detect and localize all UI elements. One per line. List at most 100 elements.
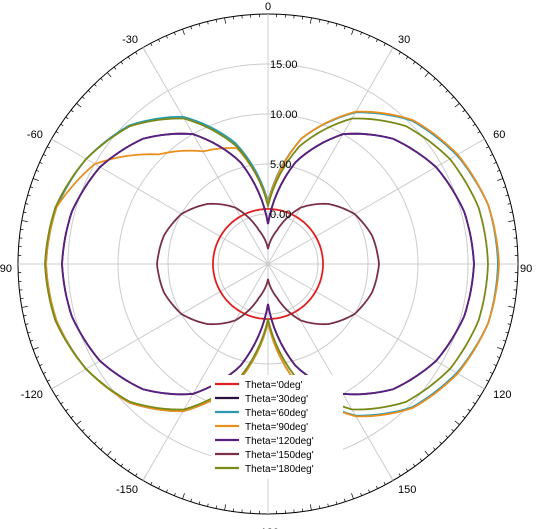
ring-tick [454, 420, 460, 425]
legend-label: Theta='60deg' [245, 408, 308, 419]
ring-tick [310, 17, 312, 24]
ring-tick [215, 505, 217, 509]
ring-tick [502, 186, 506, 189]
legend-label: Theta='120deg' [245, 436, 314, 447]
ring-tick [497, 178, 504, 181]
ring-tick [100, 77, 103, 81]
ring-tick [507, 323, 511, 325]
ring-tick [70, 415, 74, 419]
ring-tick [508, 220, 515, 222]
angle-tick-label: 120 [493, 389, 511, 401]
ring-tick [419, 66, 423, 70]
angle-tick-label: 30 [398, 34, 410, 46]
ring-tick [107, 450, 112, 456]
ring-tick [30, 339, 34, 342]
ring-tick [489, 154, 493, 157]
legend-label: Theta='180deg' [245, 464, 314, 475]
ring-tick [472, 123, 476, 127]
ring-tick [165, 35, 168, 39]
angular-gridline [267, 263, 394, 481]
ring-tick [60, 401, 64, 405]
ring-tick [127, 468, 131, 472]
ring-tick [424, 72, 429, 78]
ring-tick [433, 77, 436, 81]
ring-tick [439, 83, 442, 87]
ring-tick [87, 435, 91, 438]
angle-tick-label: 150 [398, 484, 416, 496]
ring-tick [47, 146, 51, 149]
ring-tick [150, 43, 153, 47]
angular-gridline [51, 263, 269, 390]
radial-tick-label: 10.00 [270, 109, 298, 121]
angular-gridline [142, 47, 269, 265]
ring-tick [36, 170, 40, 172]
ring-tick [509, 211, 513, 213]
angle-tick-label: -120 [21, 389, 43, 401]
ring-tick [472, 401, 476, 405]
ring-tick [496, 356, 500, 358]
ring-tick [319, 505, 321, 509]
series-line [61, 132, 475, 396]
ring-tick [496, 170, 500, 172]
ring-tick [135, 473, 138, 477]
ring-tick [113, 458, 117, 462]
angle-tick-label: -90 [0, 263, 12, 275]
ring-tick [94, 83, 97, 87]
ring-tick [27, 194, 31, 197]
ring-tick [43, 154, 47, 157]
ring-tick [120, 61, 124, 65]
ring-tick [43, 371, 47, 374]
ring-tick [319, 19, 321, 23]
ring-tick [21, 306, 28, 308]
ring-tick [76, 420, 82, 425]
ring-tick [467, 116, 471, 120]
radial-tick-label: 0.00 [270, 209, 291, 221]
ring-tick [485, 146, 489, 149]
ring-tick [343, 498, 346, 502]
ring-tick [25, 203, 29, 205]
ring-tick [23, 315, 27, 317]
ring-tick [47, 379, 51, 382]
ring-tick [327, 503, 329, 507]
legend: Theta='0deg' Theta='30deg' Theta='60deg' Th… [211, 375, 343, 479]
angular-gridline [51, 138, 269, 265]
series-line [44, 117, 489, 411]
ring-tick [198, 501, 201, 505]
ring-tick [412, 463, 416, 467]
ring-tick [36, 356, 40, 358]
angle-tick-label: -180 [257, 527, 279, 529]
angle-tick-label: -60 [27, 129, 43, 141]
ring-tick [489, 371, 493, 374]
ring-tick [310, 504, 312, 511]
ring-tick [497, 347, 504, 350]
ring-tick [158, 39, 161, 43]
ring-tick [405, 468, 409, 472]
ring-tick [454, 103, 460, 108]
ring-tick [120, 463, 124, 467]
ring-tick [419, 458, 423, 462]
ring-tick [81, 429, 85, 432]
ring-tick [182, 28, 185, 35]
ring-tick [505, 331, 509, 334]
ring-tick [439, 441, 442, 445]
ring-tick [65, 116, 69, 120]
ring-tick [87, 90, 91, 93]
ring-tick [451, 96, 455, 99]
ring-tick [505, 194, 509, 197]
ring-tick [368, 489, 371, 493]
ring-tick [107, 72, 112, 78]
ring-tick [81, 96, 85, 99]
radial-tick-label: 5.00 [270, 159, 291, 171]
ring-tick [343, 26, 346, 30]
ring-tick [493, 161, 497, 164]
ring-tick [360, 492, 362, 496]
angular-gridline [267, 138, 485, 265]
angular-gridline [142, 263, 269, 481]
ring-tick [224, 17, 226, 24]
ring-tick [174, 492, 176, 496]
ring-tick [412, 61, 416, 65]
ring-tick [27, 331, 31, 334]
ring-tick [32, 178, 39, 181]
ring-tick [424, 450, 429, 456]
ring-tick [55, 394, 59, 397]
